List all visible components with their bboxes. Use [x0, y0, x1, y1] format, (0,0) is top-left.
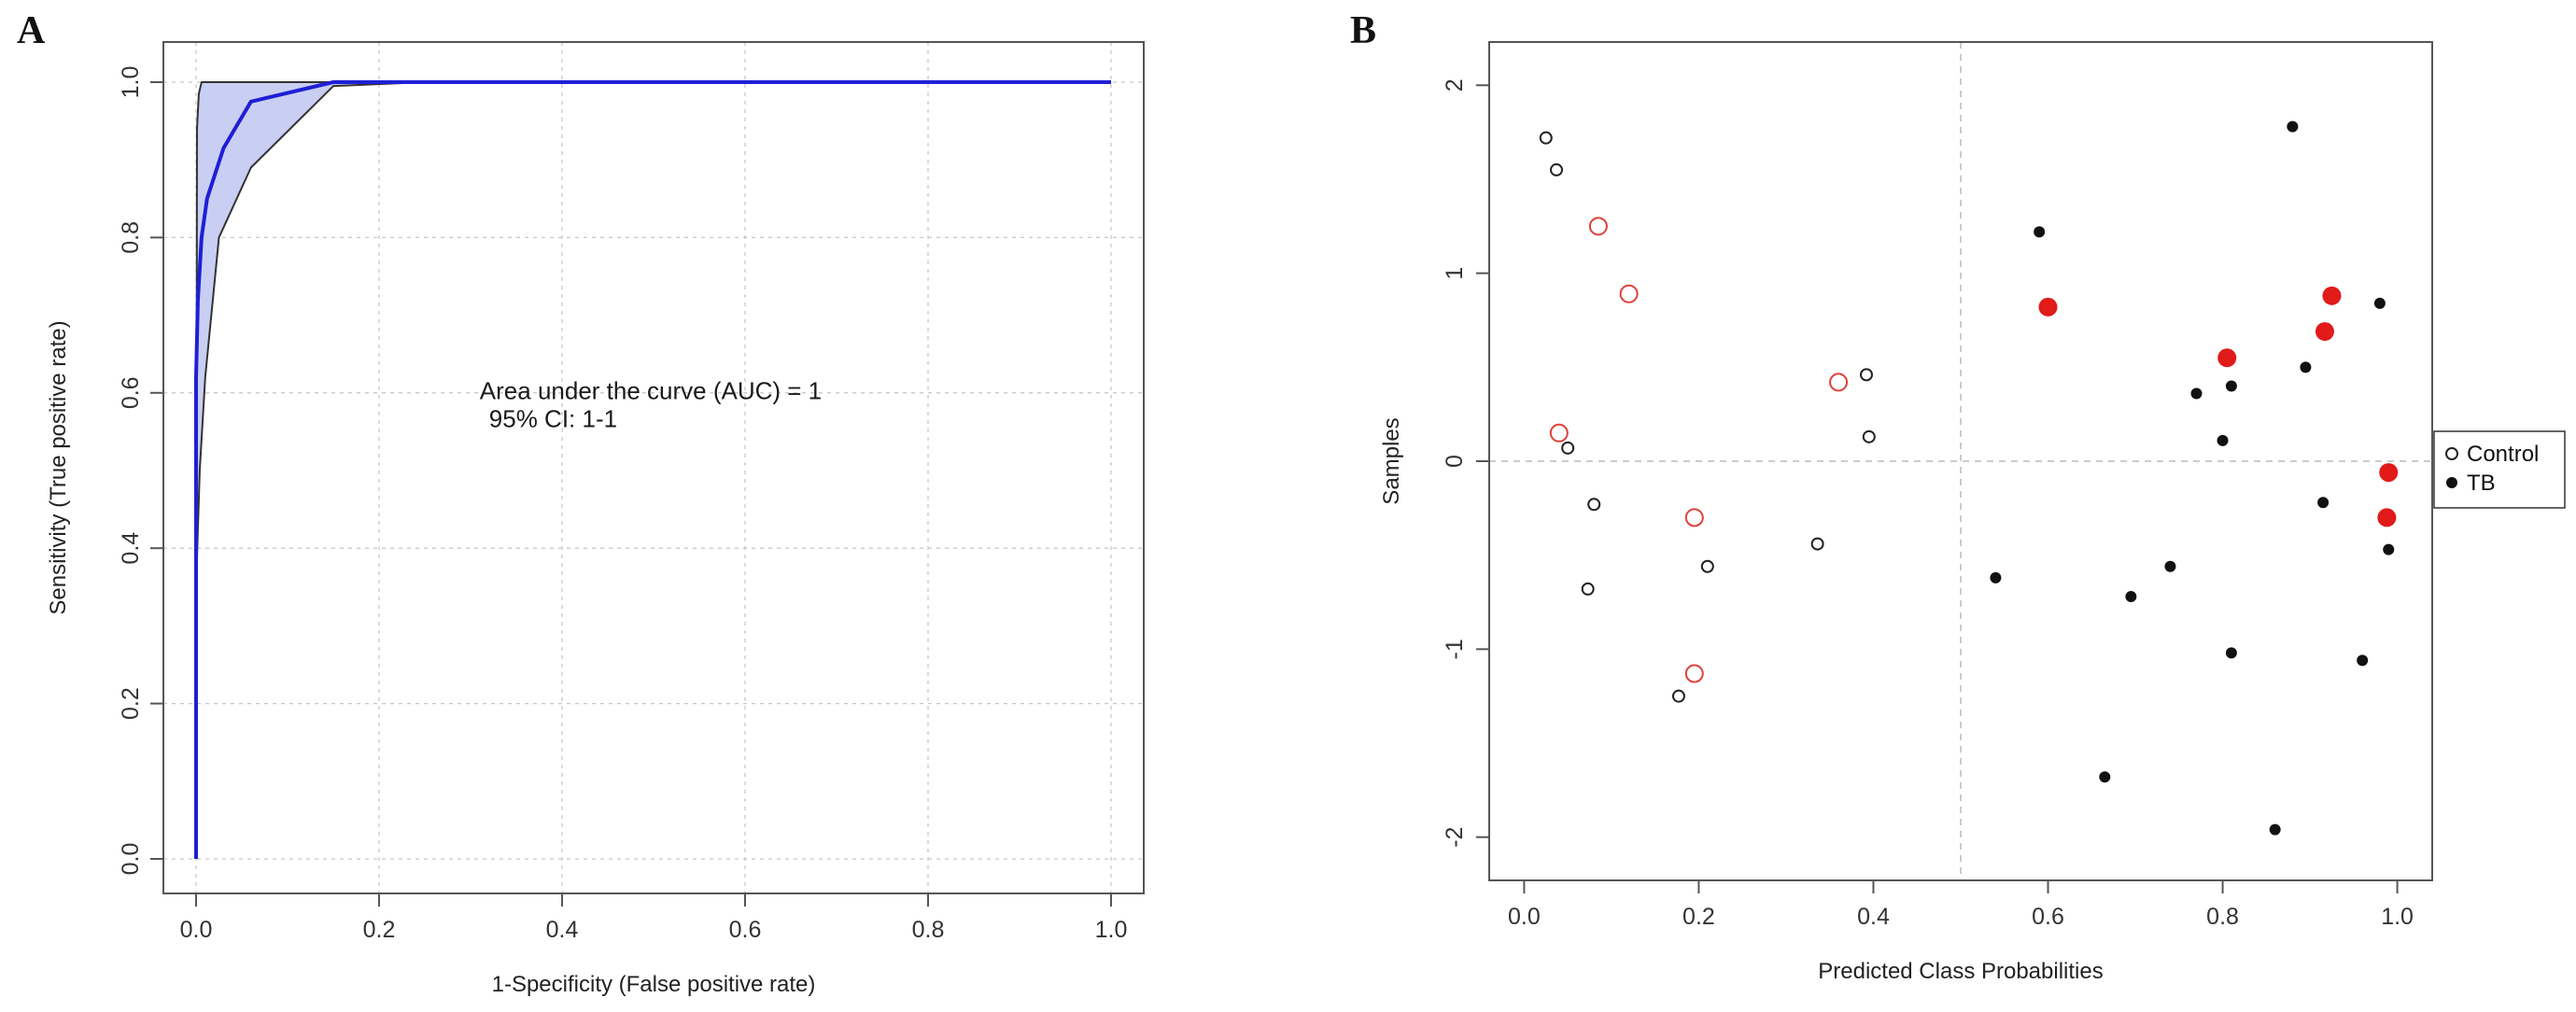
tb-point: [2322, 286, 2342, 305]
tb-point: [2190, 387, 2203, 400]
control-point: [1588, 217, 1608, 236]
tb-point: [2217, 348, 2237, 368]
probability-x-tick-label: 0.6: [2032, 904, 2064, 930]
probability-x-tick-label: 0.8: [2206, 904, 2239, 930]
roc-series-group: [194, 80, 1111, 860]
tb-point: [2099, 771, 2111, 783]
panel-label-b: B: [1350, 9, 1376, 52]
tb-point: [2034, 226, 2046, 238]
probability-x-axis-title: Predicted Class Probabilities: [1818, 959, 2103, 984]
roc-y-axis-title: Sensitivity (True positive rate): [46, 320, 71, 614]
control-point: [1829, 372, 1849, 392]
control-point: [1700, 559, 1714, 573]
control-point: [1810, 537, 1824, 551]
roc-x-tick-label: 1.0: [1095, 917, 1128, 943]
roc-y-tick-label: 0.6: [118, 376, 144, 409]
probability-y-axis: -2 -1 0 1 2: [1442, 78, 1489, 848]
probability-x-tick-label: 0.0: [1508, 904, 1541, 930]
roc-curve-line: [194, 80, 1111, 859]
legend-marker-tb: [2446, 477, 2457, 488]
tb-point: [2315, 322, 2334, 342]
probability-reference-lines: [1489, 42, 2432, 880]
probability-y-tick-label: -2: [1442, 827, 1468, 848]
roc-y-tick-label: 0.0: [118, 843, 144, 876]
probability-y-tick-label: -1: [1442, 639, 1468, 659]
probability-y-tick-label: 1: [1442, 267, 1468, 280]
legend-label-tb: TB: [2467, 471, 2496, 496]
roc-plot-frame: [162, 41, 1145, 894]
tb-point: [2225, 647, 2237, 659]
tb-point: [2125, 590, 2137, 602]
probability-y-axis-title: Samples: [1379, 417, 1404, 504]
roc-x-axis: 0.0 0.2 0.4 0.6 0.8 1.0: [180, 893, 1128, 943]
probability-x-tick-label: 1.0: [2381, 904, 2414, 930]
control-point: [1549, 423, 1569, 443]
tb-point: [2300, 361, 2312, 373]
roc-chart: 0.0 0.2 0.4 0.6 0.8 1.0 0.0 0.2 0.4 0.6 0.8 1.0 1-…: [46, 41, 1145, 997]
probability-points: [1539, 120, 2399, 836]
tb-point: [2377, 508, 2397, 527]
tb-point: [2383, 543, 2395, 555]
ci-annotation: 95% CI: 1-1: [489, 404, 617, 432]
tb-point: [2287, 120, 2299, 133]
roc-x-tick-label: 0.2: [363, 917, 396, 943]
control-point: [1862, 429, 1876, 443]
tb-point: [2373, 297, 2386, 309]
tb-point: [2357, 654, 2369, 667]
control-point: [1581, 582, 1595, 596]
tb-point: [2379, 463, 2399, 483]
roc-y-axis: 0.0 0.2 0.4 0.6 0.8 1.0: [118, 66, 163, 876]
roc-gridlines: [163, 42, 1144, 893]
legend-label-control: Control: [2467, 442, 2539, 467]
roc-x-tick-label: 0.6: [729, 917, 762, 943]
control-point: [1619, 284, 1639, 303]
roc-x-tick-label: 0.8: [912, 917, 945, 943]
control-point: [1587, 498, 1601, 512]
control-point: [1539, 131, 1553, 145]
control-point: [1671, 689, 1685, 703]
tb-point: [2225, 380, 2237, 392]
control-point: [1561, 441, 1575, 455]
roc-x-axis-title: 1-Specificity (False positive rate): [492, 972, 816, 997]
roc-y-tick-label: 0.2: [118, 687, 144, 720]
roc-x-tick-label: 0.0: [180, 917, 213, 943]
probability-y-tick-label: 2: [1442, 78, 1468, 91]
tb-point: [2217, 434, 2229, 446]
probability-y-tick-label: 0: [1442, 455, 1468, 468]
control-point: [1684, 508, 1704, 527]
roc-x-tick-label: 0.4: [546, 917, 579, 943]
probability-chart: 0.0 0.2 0.4 0.6 0.8 1.0 -2 -1 0 1 2 Predicted Cla…: [1379, 41, 2566, 984]
tb-point: [2269, 823, 2281, 836]
auc-annotation: Area under the curve (AUC) = 1: [480, 376, 822, 404]
control-point: [1550, 162, 1564, 176]
probability-x-tick-label: 0.2: [1682, 904, 1715, 930]
legend-marker-control: [2445, 447, 2458, 460]
legend: Control TB: [2433, 430, 2566, 509]
tb-point: [2164, 560, 2176, 572]
tb-point: [2317, 497, 2330, 509]
control-point: [1860, 368, 1873, 382]
panel-label-a: A: [17, 9, 46, 52]
probability-x-tick-label: 0.4: [1857, 904, 1890, 930]
control-point: [1684, 664, 1704, 683]
roc-y-tick-label: 0.4: [118, 532, 144, 565]
legend-box: [2433, 430, 2566, 509]
tb-point: [2038, 297, 2058, 316]
roc-y-tick-label: 1.0: [118, 66, 144, 99]
probability-x-axis: 0.0 0.2 0.4 0.6 0.8 1.0: [1508, 880, 2414, 930]
roc-y-tick-label: 0.8: [118, 221, 144, 254]
tb-point: [1990, 571, 2002, 583]
